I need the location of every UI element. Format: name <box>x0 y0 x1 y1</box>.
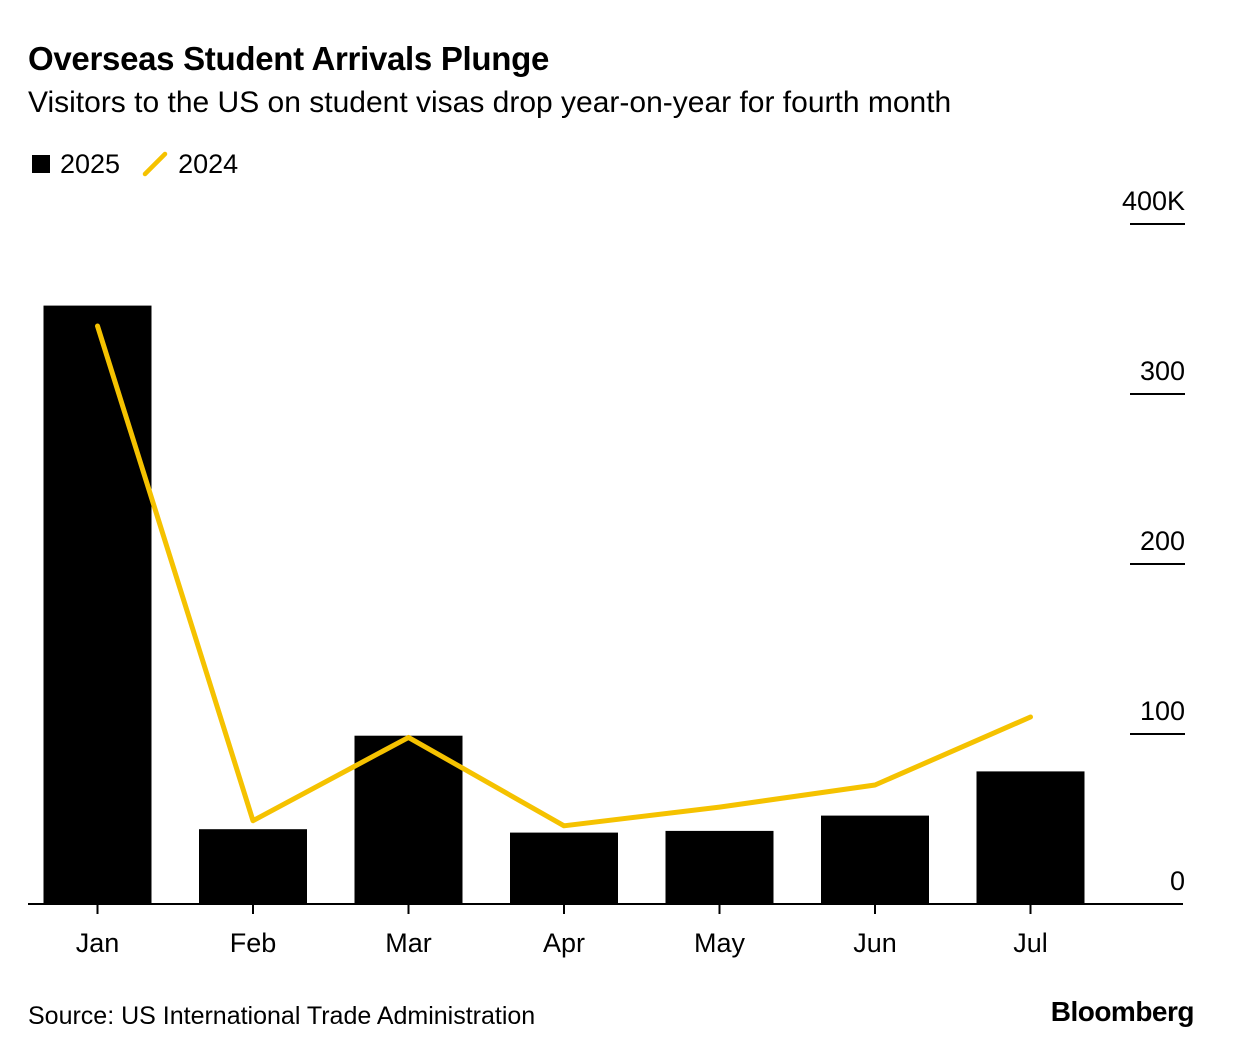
legend: 2025 2024 <box>32 147 260 181</box>
x-tick-label: Mar <box>385 928 432 958</box>
legend-item-2024: 2024 <box>142 149 238 180</box>
x-tick-label: Jun <box>853 928 897 958</box>
y-tick-label: 200 <box>1140 526 1185 556</box>
y-tick-label: 400K <box>1122 186 1185 216</box>
bar-jan <box>43 305 152 905</box>
line-series-2024 <box>95 323 1033 829</box>
source-note: Source: US International Trade Administr… <box>28 1002 536 1030</box>
legend-bar-swatch <box>32 155 50 173</box>
bar-jul <box>976 771 1085 904</box>
y-tick-label: 100 <box>1140 696 1185 726</box>
line-2024 <box>95 323 1033 829</box>
chart-subtitle: Visitors to the US on student visas drop… <box>28 86 952 119</box>
x-tick-label: Apr <box>543 928 585 958</box>
legend-item-2025: 2025 <box>32 149 120 180</box>
bloomberg-logo: Bloomberg <box>1050 996 1195 1027</box>
y-tick-label: 300 <box>1140 356 1185 386</box>
x-tick-label: Jan <box>76 928 120 958</box>
legend-label-2024: 2024 <box>178 148 239 179</box>
bar-series-2025 <box>43 305 1085 905</box>
x-tick-label: Feb <box>230 928 277 958</box>
bar-feb <box>199 829 307 904</box>
legend-line-swatch <box>142 151 168 177</box>
x-tick-label: May <box>694 928 746 958</box>
legend-label-2025: 2025 <box>60 148 121 179</box>
bar-apr <box>510 832 618 904</box>
chart-plot: 0 100 200 300 400K Jan Feb Mar Apr May Jun Jul <box>28 186 1185 958</box>
y-tick-label: 0 <box>1170 866 1185 896</box>
y-axis: 0 100 200 300 400K <box>1122 186 1185 896</box>
bar-mar <box>354 735 463 904</box>
bar-may <box>665 830 774 904</box>
x-tick-label: Jul <box>1013 928 1048 958</box>
chart-title: Overseas Student Arrivals Plunge <box>28 40 550 77</box>
bar-jun <box>821 815 929 904</box>
x-axis: Jan Feb Mar Apr May Jun Jul <box>28 903 1183 958</box>
